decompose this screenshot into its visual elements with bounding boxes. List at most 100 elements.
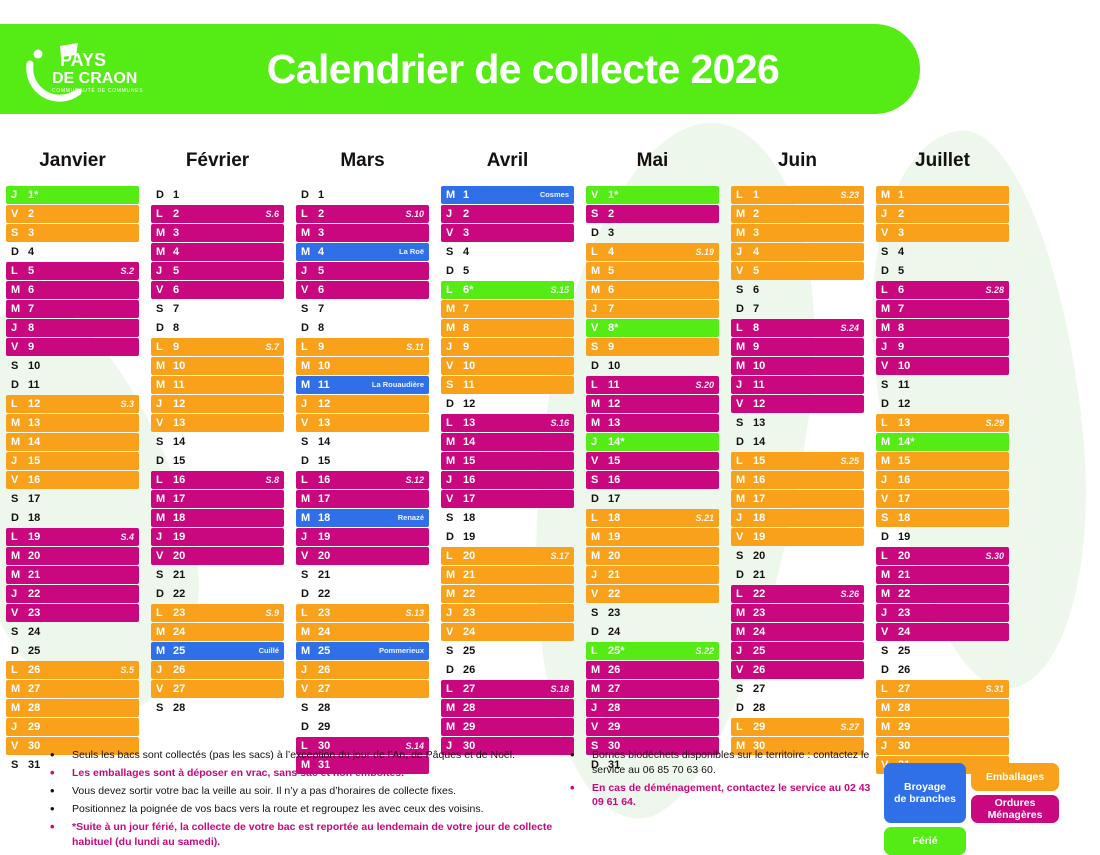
day-row[interactable]: L 15 S.25 (731, 452, 864, 470)
day-row[interactable]: M 29 (876, 718, 1009, 736)
day-row[interactable]: M 21 (441, 566, 574, 584)
day-row[interactable]: J 19 (151, 528, 284, 546)
day-row[interactable]: M 21 (876, 566, 1009, 584)
day-row[interactable]: M 25 Pommerieux (296, 642, 429, 660)
day-row[interactable]: J 19 (296, 528, 429, 546)
day-row[interactable]: V 19 (731, 528, 864, 546)
day-row[interactable]: V 20 (296, 547, 429, 565)
day-row[interactable]: L 27 S.18 (441, 680, 574, 698)
day-row[interactable]: M 12 (586, 395, 719, 413)
day-row[interactable]: M 16 (731, 471, 864, 489)
day-row[interactable]: M 15 (441, 452, 574, 470)
day-row[interactable]: L 9 S.11 (296, 338, 429, 356)
day-row[interactable]: D 12 (876, 395, 1009, 413)
day-row[interactable]: D 21 (731, 566, 864, 584)
day-row[interactable]: S 23 (586, 604, 719, 622)
day-row[interactable]: L 23 S.9 (151, 604, 284, 622)
day-row[interactable]: S 11 (441, 376, 574, 394)
day-row[interactable]: D 28 (731, 699, 864, 717)
day-row[interactable]: V 12 (731, 395, 864, 413)
day-row[interactable]: M 28 (441, 699, 574, 717)
day-row[interactable]: M 25 Cuillé (151, 642, 284, 660)
day-row[interactable]: S 24 (6, 623, 139, 641)
day-row[interactable]: D 10 (586, 357, 719, 375)
day-row[interactable]: J 15 (6, 452, 139, 470)
day-row[interactable]: J 1* (6, 186, 139, 204)
day-row[interactable]: L 9 S.7 (151, 338, 284, 356)
day-row[interactable]: V 29 (586, 718, 719, 736)
day-row[interactable]: S 14 (151, 433, 284, 451)
day-row[interactable]: S 18 (876, 509, 1009, 527)
day-row[interactable]: S 20 (731, 547, 864, 565)
day-row[interactable]: D 29 (296, 718, 429, 736)
day-row[interactable]: M 22 (441, 585, 574, 603)
day-row[interactable]: L 6* S.15 (441, 281, 574, 299)
day-row[interactable]: L 26 S.5 (6, 661, 139, 679)
day-row[interactable]: D 15 (296, 452, 429, 470)
day-row[interactable]: M 18 Renazé (296, 509, 429, 527)
day-row[interactable]: M 28 (6, 699, 139, 717)
day-row[interactable]: D 26 (441, 661, 574, 679)
day-row[interactable]: V 20 (151, 547, 284, 565)
day-row[interactable]: L 16 S.12 (296, 471, 429, 489)
day-row[interactable]: L 8 S.24 (731, 319, 864, 337)
day-row[interactable]: M 17 (151, 490, 284, 508)
day-row[interactable]: S 25 (441, 642, 574, 660)
day-row[interactable]: M 10 (296, 357, 429, 375)
day-row[interactable]: D 19 (876, 528, 1009, 546)
day-row[interactable]: V 16 (6, 471, 139, 489)
day-row[interactable]: D 19 (441, 528, 574, 546)
day-row[interactable]: S 21 (296, 566, 429, 584)
day-row[interactable]: S 25 (876, 642, 1009, 660)
day-row[interactable]: D 18 (6, 509, 139, 527)
day-row[interactable]: S 28 (151, 699, 284, 717)
day-row[interactable]: M 24 (151, 623, 284, 641)
day-row[interactable]: S 31 (6, 756, 139, 774)
day-row[interactable]: L 18 S.21 (586, 509, 719, 527)
day-row[interactable]: M 27 (586, 680, 719, 698)
day-row[interactable]: M 19 (586, 528, 719, 546)
day-row[interactable]: D 11 (6, 376, 139, 394)
day-row[interactable]: M 14* (876, 433, 1009, 451)
day-row[interactable]: M 11 La Rouaudière (296, 376, 429, 394)
day-row[interactable]: V 10 (876, 357, 1009, 375)
day-row[interactable]: V 13 (296, 414, 429, 432)
day-row[interactable]: J 12 (296, 395, 429, 413)
day-row[interactable]: L 30 S.14 (296, 737, 429, 755)
day-row[interactable]: M 11 (151, 376, 284, 394)
day-row[interactable]: L 20 S.30 (876, 547, 1009, 565)
day-row[interactable]: L 12 S.3 (6, 395, 139, 413)
day-row[interactable]: J 25 (731, 642, 864, 660)
day-row[interactable]: S 13 (731, 414, 864, 432)
day-row[interactable]: D 26 (876, 661, 1009, 679)
day-row[interactable]: M 31 (296, 756, 429, 774)
day-row[interactable]: L 4 S.19 (586, 243, 719, 261)
day-row[interactable]: V 23 (6, 604, 139, 622)
